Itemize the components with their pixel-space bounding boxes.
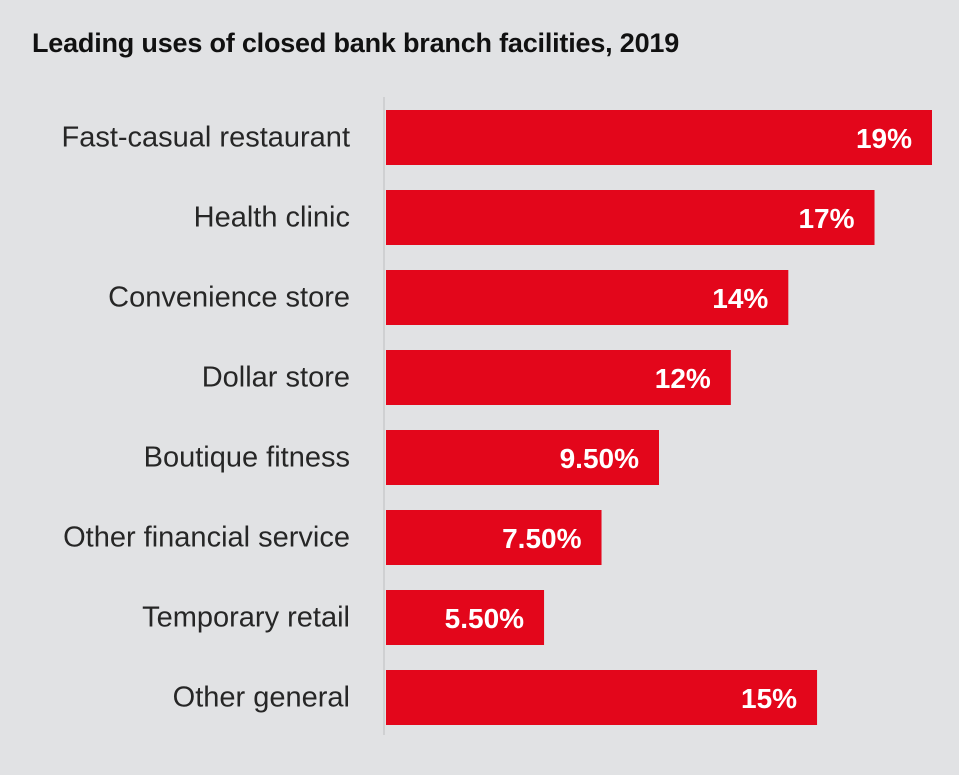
- chart-title: Leading uses of closed bank branch facil…: [32, 28, 680, 58]
- value-label: 14%: [712, 283, 768, 314]
- bar-row: Temporary retail 5.50%: [142, 590, 545, 645]
- bar: [386, 350, 731, 405]
- value-label: 9.50%: [560, 443, 639, 474]
- bar: [386, 110, 932, 165]
- bar-row: Other general 15%: [173, 670, 818, 725]
- category-label: Health clinic: [194, 202, 350, 234]
- value-label: 15%: [741, 683, 797, 714]
- bar-row: Boutique fitness 9.50%: [144, 430, 659, 485]
- bar: [386, 190, 875, 245]
- bar: [386, 590, 545, 645]
- bar-row: Other financial service 7.50%: [63, 510, 602, 565]
- category-label: Other financial service: [63, 522, 350, 554]
- bar: [386, 510, 602, 565]
- bar-row: Fast-casual restaurant 19%: [61, 110, 932, 165]
- category-label: Boutique fitness: [144, 442, 350, 474]
- value-label: 7.50%: [502, 523, 581, 554]
- value-label: 5.50%: [445, 603, 524, 634]
- bar: [386, 430, 659, 485]
- category-label: Other general: [173, 682, 350, 714]
- bar-row: Dollar store 12%: [202, 350, 731, 405]
- category-label: Convenience store: [108, 282, 350, 314]
- bars-group: Fast-casual restaurant 19% Health clinic 17…: [61, 110, 932, 725]
- value-label: 12%: [655, 363, 711, 394]
- bar-row: Convenience store 14%: [108, 270, 789, 325]
- value-label: 19%: [856, 123, 912, 154]
- bar: [386, 270, 789, 325]
- bar-row: Health clinic 17%: [194, 190, 875, 245]
- category-label: Temporary retail: [142, 602, 350, 634]
- bar: [386, 670, 818, 725]
- category-label: Dollar store: [202, 362, 350, 394]
- category-label: Fast-casual restaurant: [61, 122, 350, 154]
- value-label: 17%: [798, 203, 854, 234]
